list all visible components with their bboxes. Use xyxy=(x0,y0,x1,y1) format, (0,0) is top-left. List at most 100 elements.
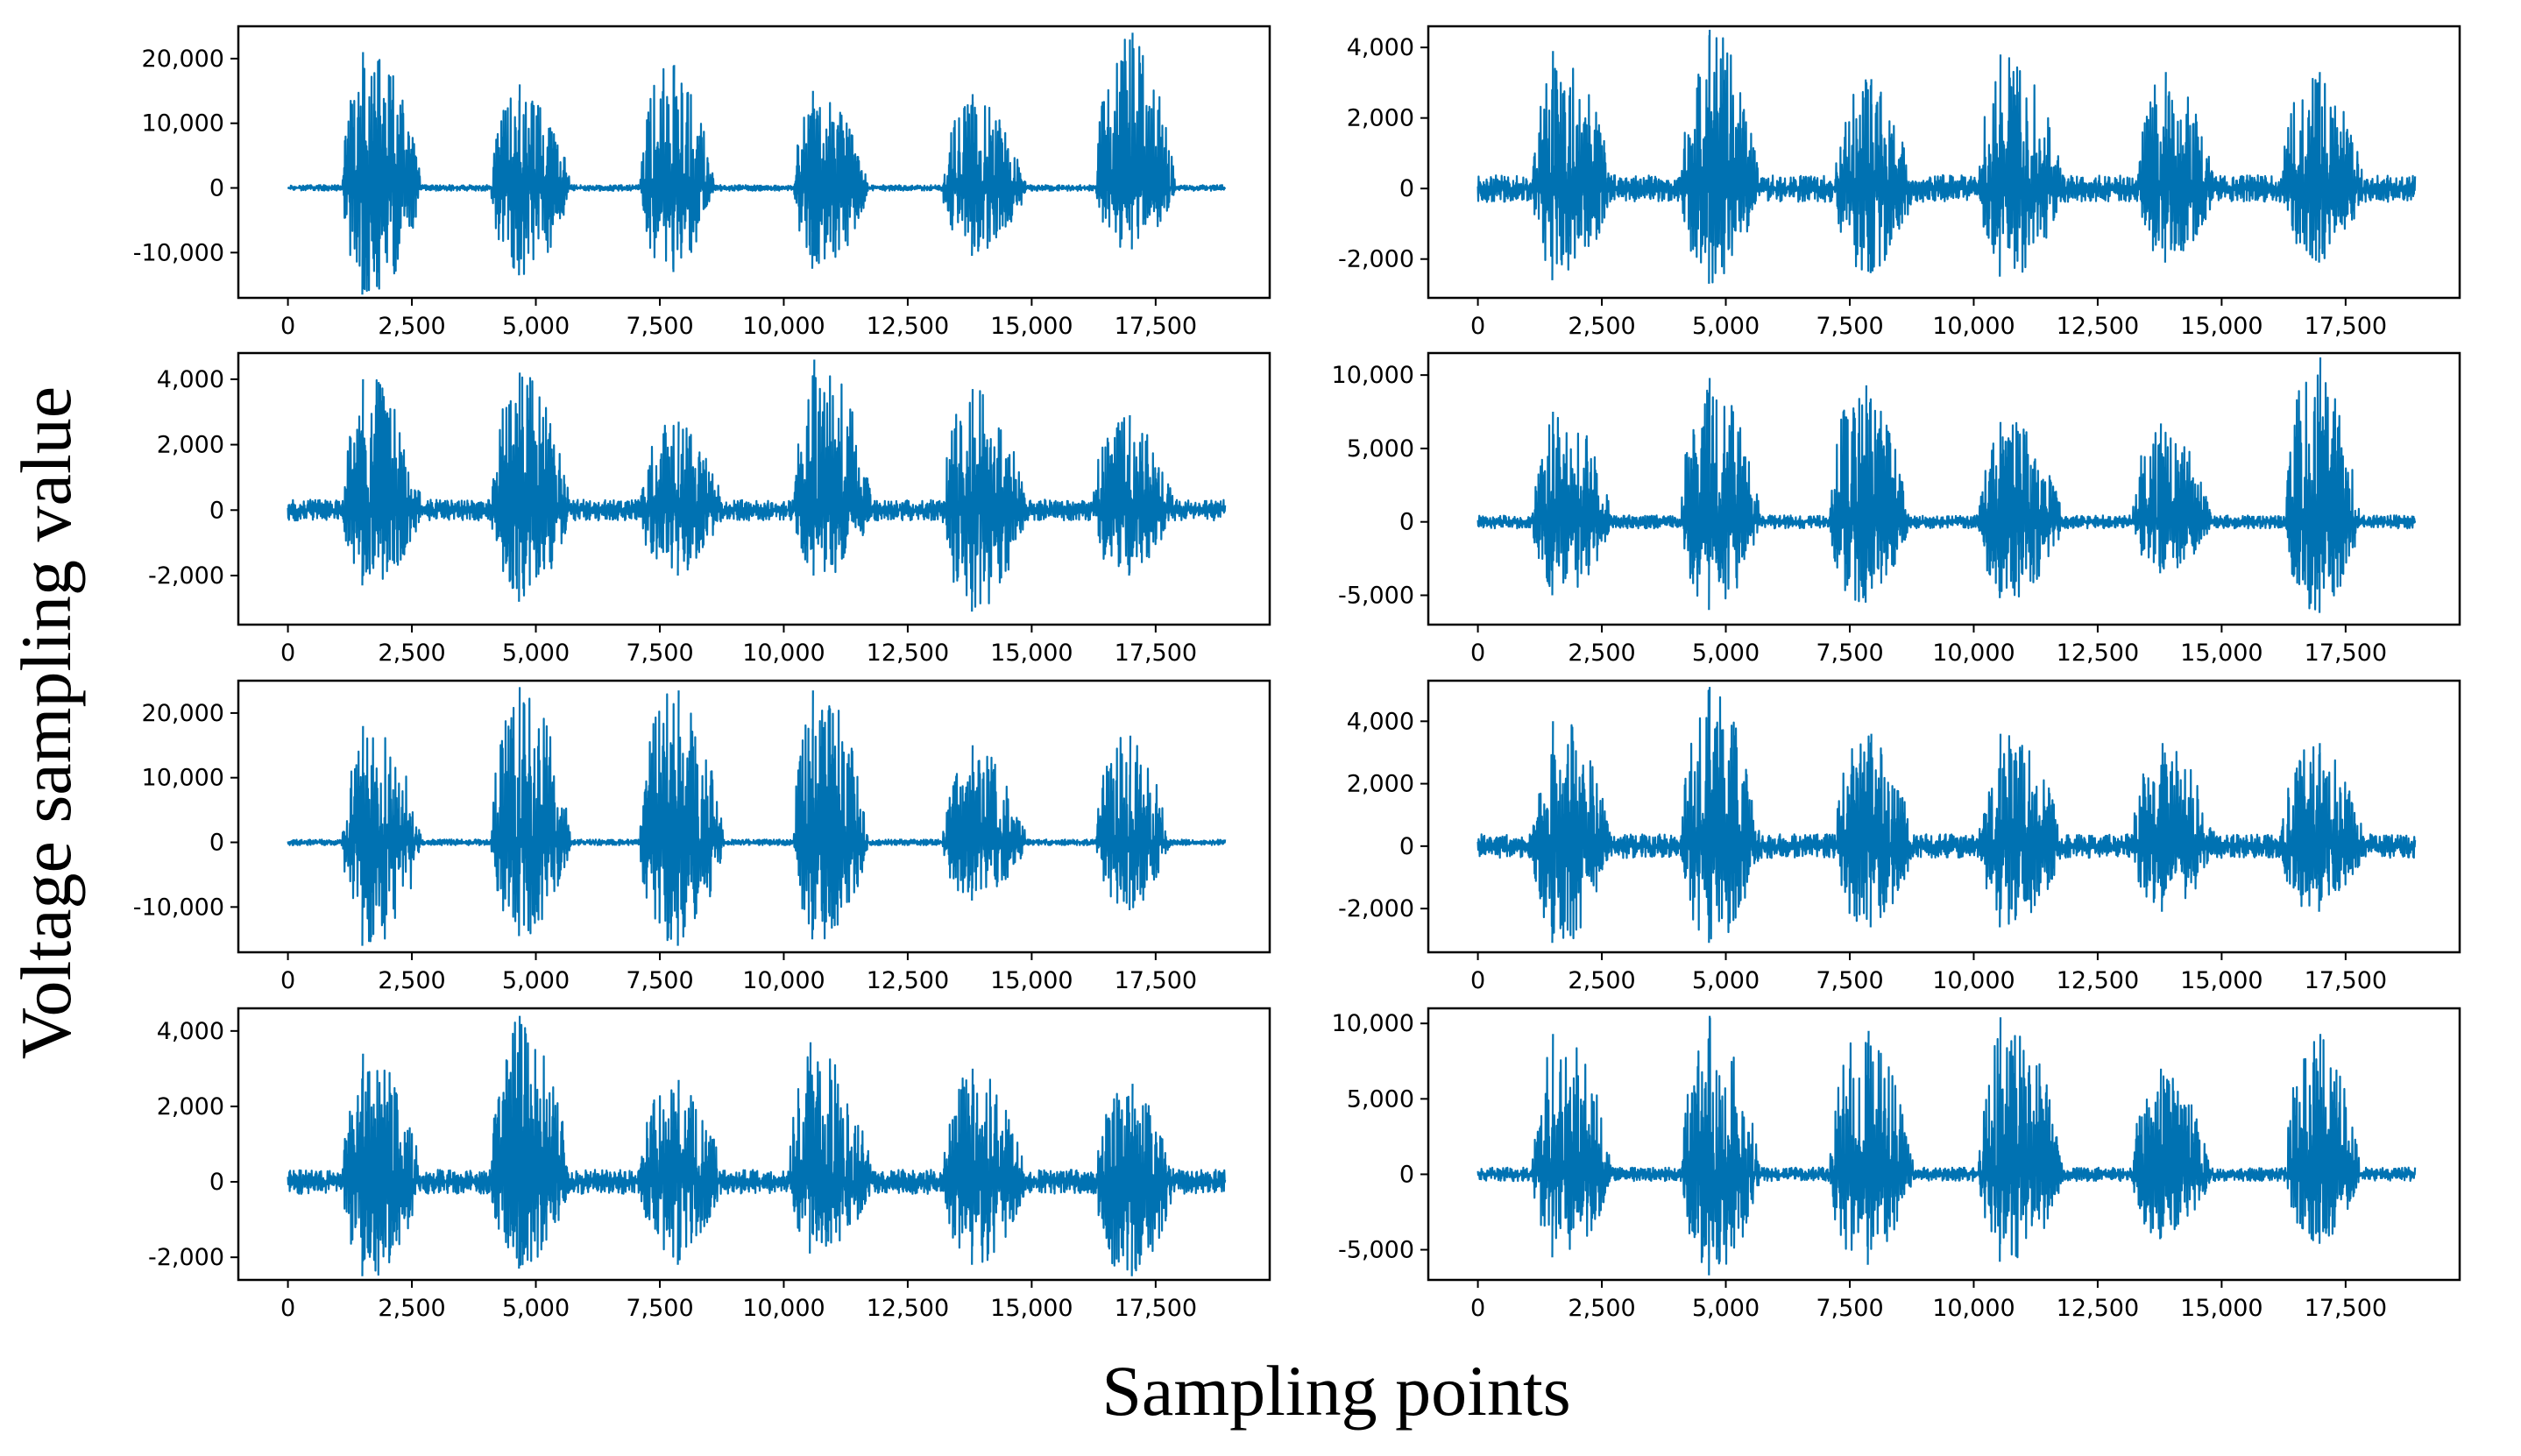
x-tick-label: 0 xyxy=(1470,640,1485,667)
x-tick-label: 15,000 xyxy=(2180,967,2263,994)
y-tick-label: 0 xyxy=(209,1169,224,1196)
subplot-row3-right: 0 2,500 5,000 7,500 10,000 12,500 15,000 17,500… xyxy=(1338,679,2461,994)
y-tick-label: -2,000 xyxy=(1338,895,1414,922)
y-tick-label: -2,000 xyxy=(148,562,224,590)
x-tick-label: 2,500 xyxy=(378,967,445,994)
x-tick-label: 12,500 xyxy=(2057,640,2139,667)
signal-line-row4-right xyxy=(1476,1015,2417,1276)
subplot-row1-left: 0 2,500 5,000 7,500 10,000 12,500 15,000 17,500… xyxy=(133,25,1271,340)
x-tick-label: 7,500 xyxy=(626,313,693,340)
y-tick-label: 4,000 xyxy=(1347,34,1414,61)
x-tick-label: 12,500 xyxy=(2057,967,2139,994)
y-tick-label: 2,000 xyxy=(1347,105,1414,132)
x-tick-label: 15,000 xyxy=(990,640,1073,667)
x-tick-label: 15,000 xyxy=(2180,313,2263,340)
x-tick-label: 0 xyxy=(1470,967,1485,994)
x-tick-label: 17,500 xyxy=(2305,1295,2387,1322)
x-tick-label: 10,000 xyxy=(1932,313,2015,340)
axes-frame xyxy=(1427,351,2461,626)
y-tick-label: 10,000 xyxy=(1332,1010,1414,1037)
y-tick-label: 0 xyxy=(209,175,224,202)
y-tick-label: 4,000 xyxy=(157,1018,224,1045)
x-tick-label: 12,500 xyxy=(867,313,949,340)
x-tick-label: 7,500 xyxy=(626,1295,693,1322)
x-tick-label: 17,500 xyxy=(1115,640,1197,667)
y-tick-label: 0 xyxy=(1399,175,1414,202)
x-tick-label: 2,500 xyxy=(378,313,445,340)
x-tick-label: 15,000 xyxy=(990,313,1073,340)
y-tick-label: 5,000 xyxy=(1347,435,1414,463)
x-tick-label: 10,000 xyxy=(742,967,825,994)
signal-line-row2-right xyxy=(1476,357,2417,613)
axes-frame xyxy=(237,1007,1271,1282)
axes-frame xyxy=(237,679,1271,954)
x-tick-label: 5,000 xyxy=(502,1295,570,1322)
axes-frame xyxy=(1427,25,2461,300)
y-tick-label: 2,000 xyxy=(1347,771,1414,798)
x-tick-label: 5,000 xyxy=(1692,313,1760,340)
x-tick-label: 5,000 xyxy=(502,313,570,340)
x-tick-label: 5,000 xyxy=(502,640,570,667)
x-tick-label: 0 xyxy=(280,640,295,667)
x-tick-label: 5,000 xyxy=(1692,1295,1760,1322)
x-tick-label: 0 xyxy=(1470,1295,1485,1322)
y-tick-label: 0 xyxy=(209,830,224,857)
x-tick-label: 7,500 xyxy=(626,967,693,994)
y-tick-label: 4,000 xyxy=(1347,708,1414,735)
y-tick-label: -2,000 xyxy=(1338,246,1414,273)
y-tick-label: -10,000 xyxy=(133,894,224,921)
y-tick-label: 20,000 xyxy=(142,46,224,73)
y-tick-label: 0 xyxy=(1399,1161,1414,1188)
x-tick-label: 7,500 xyxy=(626,640,693,667)
subplot-row2-right: 0 2,500 5,000 7,500 10,000 12,500 15,000 17,500… xyxy=(1332,351,2461,667)
x-tick-label: 0 xyxy=(280,967,295,994)
x-tick-label: 10,000 xyxy=(1932,640,2015,667)
x-tick-label: 17,500 xyxy=(2305,313,2387,340)
y-tick-label: 0 xyxy=(209,497,224,524)
y-tick-label: -10,000 xyxy=(133,239,224,266)
x-tick-label: 12,500 xyxy=(867,967,949,994)
x-axis-label: Sampling points xyxy=(1101,1351,1570,1431)
subplot-row3-left: 0 2,500 5,000 7,500 10,000 12,500 15,000 17,500… xyxy=(133,679,1271,994)
x-tick-label: 17,500 xyxy=(2305,640,2387,667)
x-tick-label: 10,000 xyxy=(1932,967,2015,994)
y-tick-label: 20,000 xyxy=(142,700,224,727)
x-tick-label: 10,000 xyxy=(1932,1295,2015,1322)
x-tick-label: 7,500 xyxy=(1816,313,1883,340)
x-tick-label: 12,500 xyxy=(867,1295,949,1322)
y-tick-label: 10,000 xyxy=(142,110,224,138)
y-tick-label: 4,000 xyxy=(157,366,224,393)
x-tick-label: 7,500 xyxy=(1816,967,1883,994)
y-axis-label: Voltage sampling value xyxy=(6,386,86,1059)
y-tick-label: -5,000 xyxy=(1338,582,1414,609)
signal-line-row2-left xyxy=(287,359,1227,612)
x-tick-label: 2,500 xyxy=(378,640,445,667)
x-tick-label: 15,000 xyxy=(990,967,1073,994)
x-tick-label: 0 xyxy=(280,313,295,340)
x-tick-label: 10,000 xyxy=(742,313,825,340)
x-tick-label: 12,500 xyxy=(867,640,949,667)
subplot-grid: 0 2,500 5,000 7,500 10,000 12,500 15,000 17,500… xyxy=(133,25,2461,1322)
y-tick-label: 2,000 xyxy=(157,1093,224,1120)
y-tick-label: -5,000 xyxy=(1338,1237,1414,1264)
x-tick-label: 12,500 xyxy=(2057,313,2139,340)
x-tick-label: 0 xyxy=(280,1295,295,1322)
y-tick-label: 5,000 xyxy=(1347,1085,1414,1113)
axes-frame xyxy=(1427,1007,2461,1282)
subplot-row4-left: 0 2,500 5,000 7,500 10,000 12,500 15,000 17,500… xyxy=(148,1007,1271,1322)
x-tick-label: 2,500 xyxy=(1568,1295,1635,1322)
axes-frame xyxy=(237,25,1271,300)
x-tick-label: 5,000 xyxy=(1692,967,1760,994)
y-tick-label: 0 xyxy=(1399,833,1414,860)
x-tick-label: 10,000 xyxy=(742,1295,825,1322)
signal-line-row3-right xyxy=(1476,687,2417,944)
signal-line-row1-right xyxy=(1476,29,2417,284)
x-tick-label: 15,000 xyxy=(990,1295,1073,1322)
subplot-row1-right: 0 2,500 5,000 7,500 10,000 12,500 15,000 17,500… xyxy=(1338,25,2461,340)
axes-frame xyxy=(237,351,1271,626)
x-tick-label: 2,500 xyxy=(1568,313,1635,340)
x-tick-label: 15,000 xyxy=(2180,1295,2263,1322)
x-tick-label: 15,000 xyxy=(2180,640,2263,667)
x-tick-label: 7,500 xyxy=(1816,1295,1883,1322)
